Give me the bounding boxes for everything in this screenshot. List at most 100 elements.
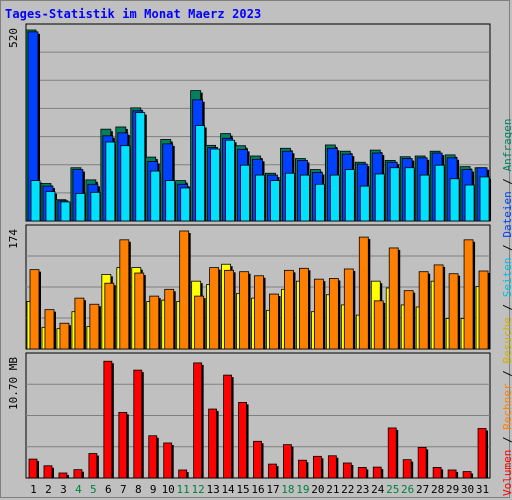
bar-volumen [357,467,367,479]
x-tick-label: 12 [192,483,205,496]
bar-seiten [314,183,325,222]
x-tick-label: 23 [356,483,369,496]
x-tick-label: 26 [401,483,414,496]
x-tick-label: 1 [30,483,37,496]
bar-seiten [195,125,206,222]
bar-volumen [88,453,98,479]
bar-seiten [90,191,101,222]
bar-seiten [135,112,146,222]
bar-rechner [224,269,234,350]
bar-volumen [432,467,442,479]
bar-seiten [30,180,41,222]
bar-volumen [118,411,128,479]
bar-seiten [300,174,310,222]
bar-rechner [269,293,279,350]
bar-volumen [73,469,83,479]
x-tick-label: 7 [120,483,127,496]
chart-legend: Volumen / Rechner / Besuche / Seiten / D… [501,118,512,496]
x-tick-label: 4 [75,483,82,496]
bar-seiten [359,185,370,222]
bar-volumen [223,374,232,479]
bar-rechner [328,278,339,350]
legend-entry: Besuche [501,317,512,364]
chart-title: Tages-Statistik im Monat Maerz 2023 [5,7,262,21]
bar-seiten [479,176,490,222]
x-tick-label: 20 [311,483,324,496]
x-tick-label: 3 [60,483,67,496]
bar-seiten [225,139,235,222]
x-tick-label: 15 [236,483,249,496]
bar-rechner [284,269,294,350]
bar-volumen [477,428,487,479]
bar-rechner [239,271,249,350]
bar-volumen [238,401,247,479]
bar-volumen [253,440,262,479]
bar-rechner [74,297,85,350]
legend-entry: / [501,364,512,384]
bar-volumen [417,447,427,479]
x-tick-label: 22 [341,483,354,496]
bar-volumen [327,455,337,479]
x-tick-label: 30 [461,483,474,496]
bar-volumen [178,469,188,479]
bar-rechner [403,290,414,350]
bar-rechner [179,230,190,350]
legend-entry: / [501,297,512,317]
bar-volumen [43,465,53,479]
bar-rechner [433,264,444,350]
x-tick-label: 9 [150,483,157,496]
legend-entry: Dateien [501,191,512,238]
x-tick-label: 6 [105,483,112,496]
bar-volumen [163,442,173,479]
bar-seiten [449,178,460,222]
bar-volumen [58,472,68,479]
bar-rechner [478,270,489,350]
bar-volumen [208,408,218,479]
bar-volumen [462,471,472,479]
bar-seiten [419,174,430,222]
bar-volumen [193,362,203,479]
bar-seiten [434,164,445,222]
x-tick-label: 16 [251,483,264,496]
bar-rechner [313,278,324,350]
bar-rechner [463,239,474,350]
panel-1-ymax-label: 520 [7,28,20,48]
x-tick-label: 31 [476,483,489,496]
x-tick-label: 2 [45,483,52,496]
bar-seiten [255,174,265,222]
bar-rechner [254,275,264,350]
bar-volumen [148,435,158,479]
bar-seiten [404,167,415,222]
bar-seiten [75,193,86,222]
bar-rechner [388,247,399,350]
bar-seiten [344,169,355,222]
bar-rechner [119,239,130,350]
bar-volumen [298,459,307,479]
x-tick-label: 14 [221,483,235,496]
legend-entry: Volumen [501,449,512,496]
bar-seiten [240,164,250,222]
bar-seiten [120,145,131,222]
legend-entry: / [501,238,512,258]
x-tick-label: 29 [446,483,459,496]
bar-volumen [103,360,113,479]
bar-seiten [210,148,221,222]
bar-seiten [60,201,71,222]
x-tick-label: 17 [266,483,279,496]
bar-volumen [133,369,143,479]
bar-rechner [44,309,55,350]
bar-rechner [104,282,115,350]
bar-seiten [105,141,116,222]
bar-seiten [150,170,161,222]
x-tick-label: 11 [177,483,190,496]
x-tick-label: 8 [135,483,142,496]
bar-seiten [45,191,56,222]
bar-rechner [299,267,309,350]
bar-seiten [270,180,280,222]
panel-2-ymax-label: 174 [7,229,20,249]
bar-rechner [194,295,205,350]
bar-rechner [149,295,160,350]
bar-volumen [387,427,397,479]
